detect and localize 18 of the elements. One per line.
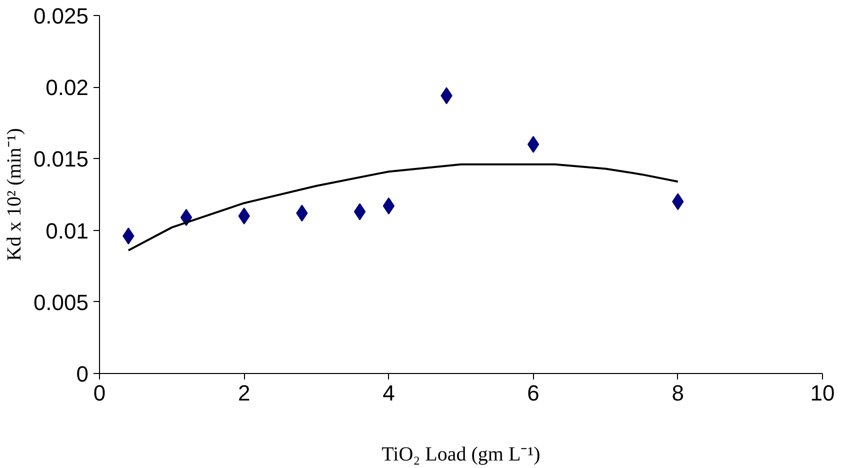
y-tick-label: 0.025 <box>33 4 89 28</box>
y-tick-label: 0.02 <box>46 75 89 100</box>
point <box>527 136 540 153</box>
x-tick-label: 10 <box>810 380 835 406</box>
x-tick-label: 0 <box>93 380 106 406</box>
y-tick-label: 0.01 <box>46 218 89 244</box>
point <box>382 197 395 214</box>
point <box>354 203 366 220</box>
x-tick-label: 6 <box>527 380 540 406</box>
y-tick-label: 0.015 <box>33 146 89 172</box>
y-tick-label: 0 <box>76 362 89 386</box>
x-tick-label: 8 <box>672 380 684 406</box>
x-axis-title: TiO₂ Load (gm L⁻¹) <box>382 444 540 466</box>
y-axis-title: Kd x 10² (min⁻¹) <box>3 128 26 261</box>
line-series <box>127 163 679 252</box>
x-tick-label: 4 <box>382 380 395 406</box>
y-tick-label: 0.005 <box>33 290 89 315</box>
x-tick-label: 2 <box>238 380 250 406</box>
